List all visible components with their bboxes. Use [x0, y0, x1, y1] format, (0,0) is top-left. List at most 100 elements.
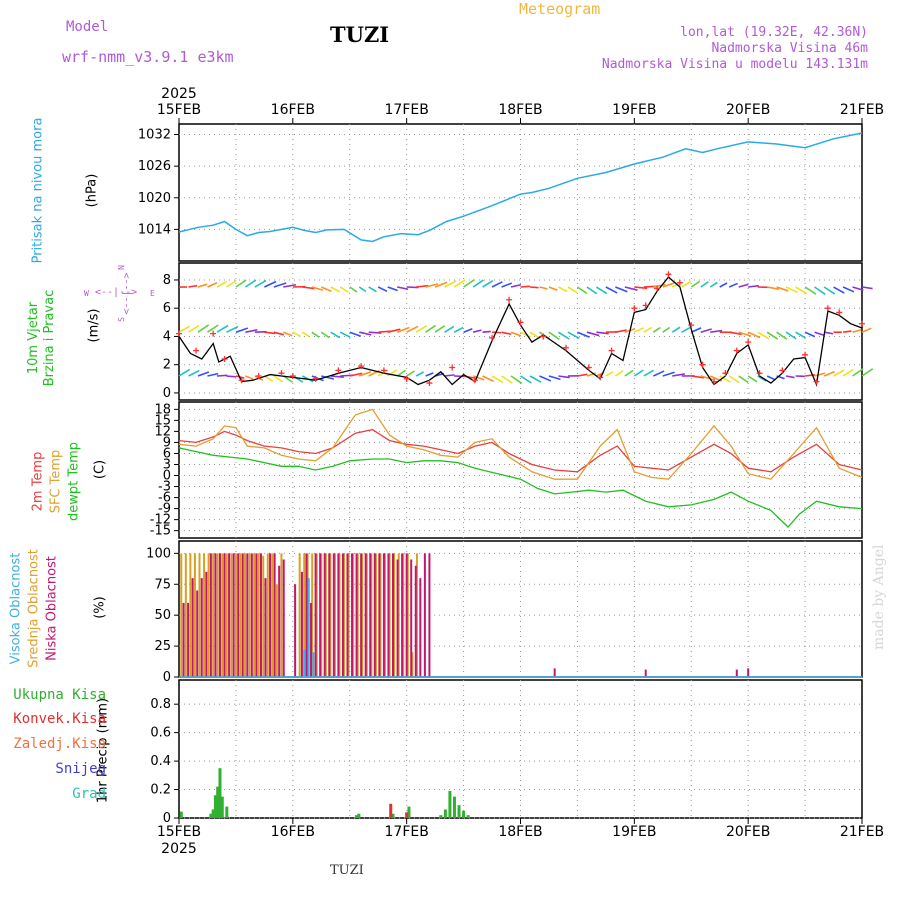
wind-barb	[757, 375, 767, 382]
wind-barb	[273, 375, 284, 383]
wind-barb	[709, 281, 718, 288]
total-precip-bar	[457, 805, 461, 818]
xtick-bottom-label: 18FEB	[498, 824, 542, 840]
wind-gust-mark	[540, 333, 547, 340]
temperature-ytick-label: 12	[154, 424, 171, 439]
total-precip-bar	[391, 813, 395, 818]
wind-barb	[852, 328, 862, 333]
wind-barb	[425, 283, 439, 288]
wind-barb	[349, 286, 358, 293]
wind-barb	[814, 372, 826, 377]
total-precip-bar	[179, 811, 183, 818]
wind-gust-mark	[255, 372, 262, 379]
wind-gust-mark	[802, 351, 809, 358]
wind-barb	[415, 371, 425, 377]
wind-barb	[804, 331, 816, 338]
wind-gust-mark	[711, 378, 718, 385]
model-label: Model	[66, 19, 109, 35]
wind-barb	[472, 329, 482, 333]
wind-barb	[748, 284, 759, 288]
pressure-ytick-label: 1026	[138, 159, 171, 174]
xtick-bottom-label: 15FEB	[157, 824, 201, 840]
wind-barb	[292, 331, 301, 338]
wind-barb	[453, 279, 466, 288]
xtick-bottom-label: 20FEB	[726, 824, 770, 840]
wind-barb	[273, 331, 285, 336]
lonlat-label: lon,lat (19.32E, 42.36N)	[680, 25, 868, 40]
wind-barb	[320, 331, 330, 339]
wind-gust-mark	[699, 361, 706, 368]
wind-ytick-label: 6	[163, 301, 171, 316]
legend-hail: Grad	[72, 786, 106, 802]
model-name: wrf-nmm_v3.9.1 e3km	[62, 48, 234, 66]
wind-barb	[785, 375, 795, 379]
wind-barb	[216, 374, 228, 377]
wind-barb	[491, 331, 502, 334]
wind-gust-mark	[813, 378, 820, 385]
wind-barb	[301, 331, 310, 338]
wind-gust-mark	[722, 370, 729, 377]
wind-barb	[738, 283, 749, 288]
wind-gust-mark	[471, 377, 478, 384]
wind-barb	[453, 326, 464, 333]
wind-barb	[633, 369, 644, 377]
wind-barb	[197, 283, 208, 288]
wind-barb	[728, 375, 740, 384]
wind-barb	[700, 281, 709, 288]
total-precip-bar	[443, 809, 447, 818]
wind-barb	[188, 324, 200, 333]
wind-barb	[757, 331, 770, 340]
temperature-ytick-label: -9	[158, 502, 171, 517]
wind-barb	[283, 331, 293, 337]
xtick-bottom-label: 19FEB	[612, 824, 656, 840]
precip-ytick-label: 0.4	[150, 754, 171, 769]
wind-barb	[861, 286, 873, 290]
wind-barb	[216, 280, 227, 288]
legend-snow: Snijeg	[55, 761, 106, 777]
wind-barb	[283, 283, 297, 288]
wind-gust-mark	[380, 367, 387, 374]
total-precip-bar	[407, 806, 411, 818]
wind-barb	[463, 328, 473, 333]
pressure-line	[178, 132, 863, 243]
wind-barb	[226, 325, 239, 333]
cloud-ytick-label: 0	[163, 670, 171, 685]
legend-freezing-precip: Zaledj.Kisa	[13, 736, 106, 752]
wind-gust-mark	[563, 344, 570, 351]
wind-gust-mark	[597, 374, 604, 381]
compass-west: W	[84, 289, 89, 298]
wind-barb	[785, 286, 798, 294]
wind-barb	[406, 370, 416, 377]
wind-gust-mark	[312, 375, 319, 382]
wind-barb	[548, 375, 561, 381]
wind-barb	[235, 279, 247, 288]
wind-barb	[302, 286, 315, 290]
wind-barb	[804, 286, 817, 295]
wind-barb	[501, 282, 513, 288]
wind-barb	[529, 286, 539, 289]
wind-barb	[738, 375, 749, 384]
wind-barb	[434, 325, 446, 333]
wind-barb	[690, 280, 701, 288]
temperature-ytick-label: 15	[154, 413, 171, 428]
wind-gust-mark	[676, 279, 683, 286]
wind-gust-mark	[489, 334, 496, 341]
total-precip-bar	[216, 786, 220, 818]
wind-barb	[558, 331, 570, 340]
wind-ytick-label: 0	[163, 386, 171, 401]
wind-ytick-label: 8	[163, 273, 171, 288]
wind-gust-mark	[733, 347, 740, 354]
wind-barb	[472, 279, 484, 288]
wind-barb	[672, 373, 685, 377]
wind-gust-mark	[426, 380, 433, 387]
cloud-ytick-label: 50	[154, 608, 171, 623]
station-title: TUZI	[330, 22, 390, 47]
wind-barb	[444, 325, 455, 333]
temperature-ytick-label: 9	[163, 435, 171, 450]
xtick-top-label: 20FEB	[726, 102, 770, 118]
wind-barb	[339, 286, 349, 293]
wind-barb	[264, 280, 277, 288]
wind-barb	[197, 371, 210, 377]
wind-barb	[510, 375, 523, 384]
wind-barb	[197, 324, 210, 333]
